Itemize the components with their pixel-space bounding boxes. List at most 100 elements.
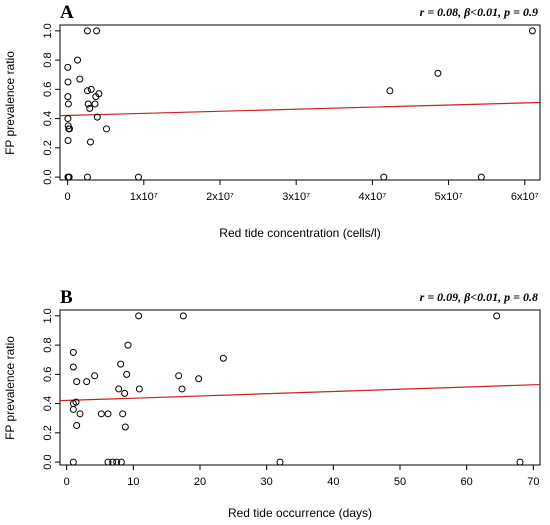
panel-b-data-point-1 [69, 363, 77, 371]
panel-a-data-point-26 [83, 173, 91, 181]
panel-a-data-point-20 [84, 100, 92, 108]
panel-a-fit-line-group [59, 101, 541, 117]
panel-a-data-point-27 [134, 173, 142, 181]
panel-b-data-point-21 [121, 423, 129, 431]
panel-a-data-point-32 [528, 27, 536, 35]
panel-b-x-tick-label-6: 60 [461, 476, 473, 488]
panel-a-data-point-14 [83, 27, 91, 35]
panel-b-data-point-4 [72, 398, 80, 406]
panel-b-data-point-11 [97, 410, 105, 418]
panel-a-stats: r = 0.08, β<0.01, p = 0.9 [420, 5, 538, 19]
panel-b-x-tick-label-5: 50 [394, 476, 406, 488]
panel-b-y-tick-label-2: 0.4 [42, 396, 54, 411]
panel-a-data-point-28 [380, 173, 388, 181]
panel-b-data-point-19 [119, 410, 127, 418]
panel-a-x-tick-label-2: 2x10⁷ [206, 191, 234, 203]
panel-a-points [64, 27, 536, 181]
panel-b-y-axis-title: FP prevalence ratio [3, 336, 17, 440]
panel-b-data-point-25 [135, 385, 143, 393]
panel-b-data-point-15 [113, 458, 121, 466]
panel-b-y-tick-label-3: 0.6 [42, 367, 54, 382]
panel-b-data-point-20 [121, 389, 129, 397]
panel-b-data-point-2 [73, 378, 81, 386]
panel-b-data-point-30 [219, 354, 227, 362]
panel-a-data-point-12 [74, 56, 82, 64]
panel-b-data-point-9 [83, 378, 91, 386]
panel-b-x-tick-label-0: 0 [64, 476, 70, 488]
panel-a-x-tick-label-1: 1x10⁷ [130, 191, 158, 203]
panel-a-label: A [60, 2, 74, 23]
panel-b-x-tick-label-3: 30 [261, 476, 273, 488]
panel-a-data-point-8 [64, 137, 72, 145]
panel-b-data-point-10 [91, 372, 99, 380]
panel-b-y-tick-label-0: 0.0 [42, 454, 54, 469]
panel-b-x-tick-label-2: 20 [194, 476, 206, 488]
panel-b-points [69, 312, 524, 466]
panel-a-data-point-31 [477, 173, 485, 181]
panel-a-plot-frame [59, 24, 541, 181]
panel-a-data-point-21 [91, 100, 99, 108]
panel-b-data-point-22 [123, 370, 131, 378]
panel-a-y-tick-label-5: 1.0 [42, 23, 54, 38]
panel-b-y-tick-label-5: 1.0 [42, 308, 54, 323]
panel-a-y-tick-label-0: 0.0 [42, 169, 54, 184]
panel-b-y-tick-label-1: 0.2 [42, 425, 54, 440]
panel-b-data-point-17 [115, 385, 123, 393]
panel-b-y-tick-label-4: 0.8 [42, 337, 54, 352]
panel-b-data-point-18 [117, 360, 125, 368]
panel-b-data-point-5 [69, 405, 77, 413]
panel-a-data-point-1 [64, 78, 72, 86]
panel-b-x-tick-label-1: 10 [127, 476, 139, 488]
panel-b-x-tick-label-4: 40 [327, 476, 339, 488]
panel-a-data-point-4 [64, 115, 72, 123]
panel-a-data-point-0 [64, 63, 72, 71]
panel-b-label: B [60, 287, 73, 308]
panel-b-data-point-0 [69, 348, 77, 356]
panel-b-plot-frame [59, 309, 541, 466]
panel-a-data-point-13 [76, 75, 84, 83]
panel-b-stats: r = 0.09, β<0.01, p = 0.8 [420, 290, 538, 304]
panel-a-data-point-19 [95, 90, 103, 98]
panel-b-data-point-33 [516, 458, 524, 466]
panel-a-x-axis: 0 1x10⁷ 2x10⁷ 3x10⁷ 4x10⁷ 5x10⁷ 6x10⁷ [65, 180, 539, 203]
panel-a-x-tick-label-4: 4x10⁷ [358, 191, 386, 203]
panel-b-data-point-8 [69, 458, 77, 466]
panel-b-data-point-16 [117, 458, 125, 466]
panel-a-y-axis-title: FP prevalence ratio [3, 51, 17, 155]
panel-b-data-point-13 [104, 458, 112, 466]
panel-b-x-axis-title: Red tide occurrence (days) [228, 506, 372, 520]
panel-b-data-point-29 [195, 375, 203, 383]
panel-a-data-point-22 [86, 104, 94, 112]
panel-a-fit-line [59, 101, 541, 117]
panel-b-x-axis: 0 10 20 30 40 50 60 70 [64, 465, 539, 488]
panel-a-y-tick-label-4: 0.8 [42, 52, 54, 67]
panel-b-data-point-6 [76, 410, 84, 418]
panel-a-data-point-15 [93, 27, 101, 35]
panel-b-data-point-32 [493, 312, 501, 320]
panel-a-data-point-2 [64, 93, 72, 101]
panel-a-x-tick-label-5: 5x10⁷ [435, 191, 463, 203]
panel-a-data-point-17 [87, 85, 95, 93]
panel-a: A r = 0.08, β<0.01, p = 0.9 0.0 0.2 0.4 0.6… [3, 2, 541, 240]
panel-a-data-point-16 [83, 87, 91, 95]
panel-b-data-point-14 [109, 458, 117, 466]
panel-b-data-point-24 [135, 312, 143, 320]
panel-a-data-point-23 [93, 113, 101, 121]
panel-a-data-point-11 [65, 173, 73, 181]
panel-a-y-tick-label-2: 0.4 [42, 111, 54, 126]
panel-b-data-point-12 [104, 410, 112, 418]
panel-a-data-point-29 [386, 87, 394, 95]
panel-b-data-point-23 [124, 341, 132, 349]
panel-b: B r = 0.09, β<0.01, p = 0.8 0.0 0.2 0.4 0.6… [3, 287, 541, 520]
panel-a-data-point-30 [434, 69, 442, 77]
panel-a-data-point-24 [102, 125, 110, 133]
panel-a-x-tick-label-6: 6x10⁷ [511, 191, 539, 203]
panel-b-data-point-31 [276, 458, 284, 466]
panel-b-data-point-7 [73, 422, 81, 430]
panel-a-data-point-7 [66, 125, 74, 133]
panel-a-x-tick-label-3: 3x10⁷ [282, 191, 310, 203]
panel-a-data-point-3 [64, 100, 72, 108]
panel-b-data-point-26 [175, 372, 183, 380]
panel-b-data-point-27 [178, 385, 186, 393]
